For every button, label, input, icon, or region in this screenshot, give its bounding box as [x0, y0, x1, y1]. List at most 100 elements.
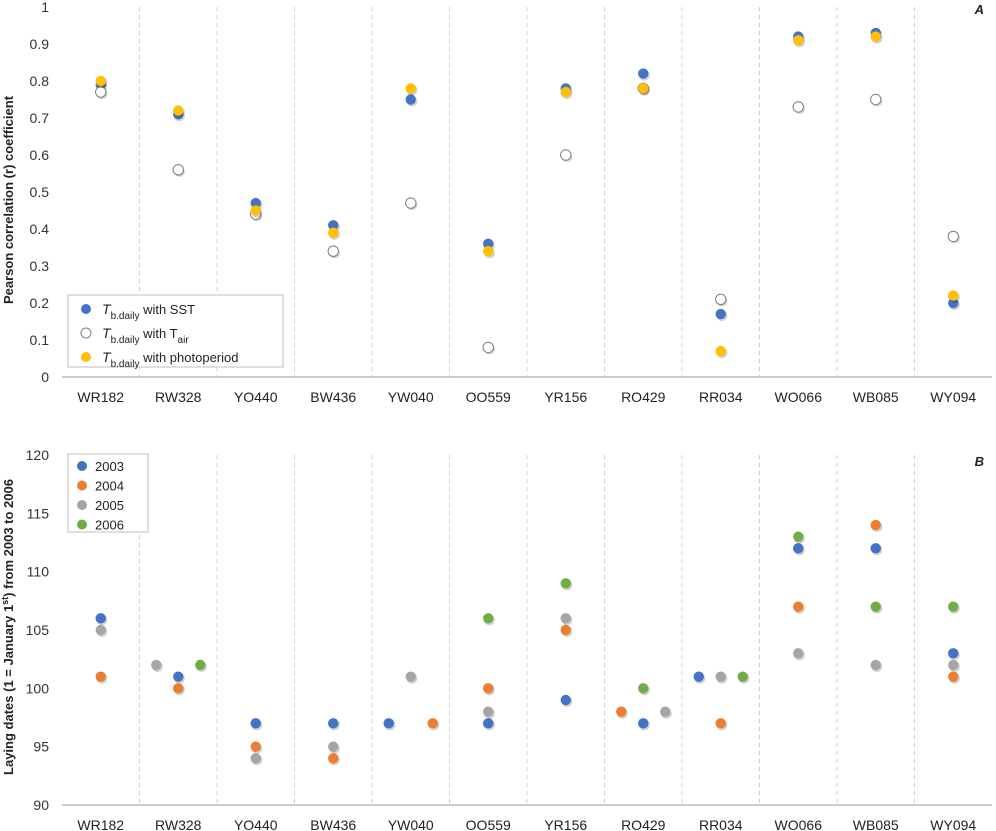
x-category-label: YO440	[234, 817, 278, 831]
legend-marker	[77, 519, 87, 530]
data-point-2005	[328, 741, 339, 752]
x-category-label: WY094	[930, 817, 976, 831]
data-point-2005	[483, 706, 494, 717]
data-point-t-b-daily-with-t-air	[947, 230, 959, 243]
data-point-2006	[737, 671, 748, 682]
data-point-2004	[95, 671, 106, 682]
legend-entry-symbol: T	[102, 349, 112, 365]
data-point-t-b-daily-with-photoperiod	[638, 83, 649, 94]
data-point-t-b-daily-with-t-air	[405, 197, 417, 209]
data-point-2005	[660, 706, 671, 717]
panel-b-y-axis-title-superscript: st	[0, 597, 10, 605]
panel-b-y-axis-title-part: ) from 2003 to 2006	[1, 479, 16, 597]
legend-entry-symbol: T	[102, 325, 112, 341]
data-point-t-b-daily-with-photoperiod	[793, 35, 804, 46]
legend-entry-label: Tb.daily with photoperiod	[102, 349, 238, 370]
data-point-2005	[560, 613, 571, 624]
data-point-2003	[328, 718, 339, 729]
x-category-label: OO559	[466, 817, 511, 831]
data-point-2005	[151, 659, 162, 671]
panel-a-y-ticks: 0 0.1 0.2 0.3 0.4 0.5 0.6 0.7 0.8 0.9 1	[30, 0, 50, 385]
y-tick-label: 90	[33, 797, 49, 813]
data-point-t-b-daily-with-photoperiod	[405, 83, 416, 94]
x-category-label: RR034	[699, 817, 743, 831]
data-point-2006	[195, 659, 206, 671]
data-point-2004	[250, 741, 261, 752]
panel-a-legend-box	[67, 294, 284, 368]
data-point-t-b-daily-with-t-air	[560, 149, 572, 161]
data-point-2003	[870, 543, 881, 554]
data-point-t-b-daily-with-sst	[948, 297, 959, 309]
data-point-2004	[793, 601, 804, 612]
data-point-2003	[250, 718, 261, 729]
data-point-2005	[793, 648, 804, 659]
data-point-t-b-daily-with-photoperiod	[250, 205, 261, 216]
x-category-label: WO066	[775, 817, 823, 831]
panel-a-gridlines	[139, 7, 915, 377]
data-point-t-b-daily-with-t-air	[482, 341, 494, 354]
data-point-t-b-daily-with-photoperiod	[715, 345, 726, 357]
x-category-label: BW436	[310, 817, 356, 831]
panel-b-points	[95, 519, 960, 766]
data-point-t-b-daily-with-photoperiod	[948, 290, 959, 301]
x-category-label: RW328	[155, 389, 202, 405]
y-tick-label: 105	[26, 622, 50, 638]
y-tick-label: 0.2	[30, 295, 50, 311]
data-point-2003	[693, 671, 704, 682]
panel-b-label: B	[975, 454, 984, 469]
legend-entry-symbol: T	[102, 301, 112, 317]
data-point-2006	[638, 683, 649, 694]
legend-entry-label: 2006	[95, 518, 124, 533]
y-tick-label: 0.4	[30, 221, 50, 237]
data-point-2006	[793, 531, 804, 542]
data-point-t-b-daily-with-t-air	[715, 293, 727, 305]
x-category-label: YO440	[234, 389, 278, 405]
data-point-2004	[715, 718, 726, 729]
data-point-t-b-daily-with-sst	[250, 197, 261, 209]
panel-a-y-axis-title: Pearson correlation (r) coefficient	[1, 95, 16, 304]
panel-b-y-ticks: 90 95 100 105 110 115 120	[26, 447, 50, 813]
legend-marker	[80, 327, 92, 339]
panel-a-points	[95, 27, 960, 359]
legend-entry-label: 2005	[95, 498, 124, 513]
x-category-label: RR034	[699, 389, 743, 405]
legend-entry-subscript: b.daily	[111, 311, 140, 322]
x-category-label: RO429	[621, 817, 666, 831]
data-point-2004	[483, 683, 494, 694]
data-point-2006	[483, 613, 494, 624]
data-point-2003	[95, 613, 106, 624]
y-tick-label: 1	[41, 0, 49, 15]
y-tick-label: 0	[41, 369, 49, 385]
data-point-t-b-daily-with-t-air	[792, 101, 804, 113]
legend-entry-text: with photoperiod	[139, 350, 238, 365]
data-point-2004	[560, 624, 571, 636]
data-point-2005	[250, 753, 261, 764]
panel-a-label: A	[974, 2, 984, 17]
data-point-2004	[870, 519, 881, 531]
data-point-2005	[715, 671, 726, 682]
x-category-label: WR182	[77, 817, 124, 831]
data-point-t-b-daily-with-t-air	[172, 164, 184, 176]
x-category-label: RO429	[621, 389, 666, 405]
x-category-label: RW328	[155, 817, 202, 831]
data-point-2003	[948, 648, 959, 659]
y-tick-label: 100	[26, 680, 50, 696]
data-point-2003	[638, 718, 649, 729]
data-point-2005	[405, 671, 416, 682]
x-category-label: YW040	[388, 389, 434, 405]
y-tick-label: 115	[27, 505, 50, 521]
panel-a-category-labels: WR182 RW328 YO440 BW436 YW040 OO559 YR156 RO429…	[77, 389, 976, 405]
y-tick-label: 120	[26, 447, 50, 463]
data-point-t-b-daily-with-t-air	[95, 86, 107, 98]
panel-b-category-labels: WR182 RW328 YO440 BW436 YW040 OO559 YR156 RO429…	[77, 817, 976, 831]
y-tick-label: 95	[33, 739, 49, 755]
data-point-2004	[427, 718, 438, 729]
x-category-label: BW436	[310, 389, 356, 405]
y-tick-label: 0.8	[30, 73, 50, 89]
data-point-2005	[95, 624, 106, 636]
legend-entry-subscript: air	[178, 335, 190, 346]
data-point-2004	[173, 683, 184, 694]
data-point-t-b-daily-with-photoperiod	[483, 246, 494, 257]
